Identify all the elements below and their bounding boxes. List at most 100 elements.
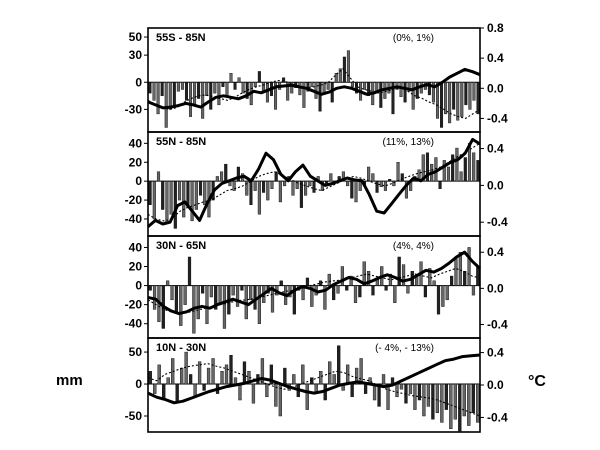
precip-bar xyxy=(379,180,383,188)
precip-bar xyxy=(170,285,174,301)
precip-bar xyxy=(358,180,362,191)
precip-bar xyxy=(219,171,224,182)
precip-bar xyxy=(206,367,211,385)
precip-bar xyxy=(431,82,435,103)
precip-bar xyxy=(283,367,287,385)
precip-bar xyxy=(156,171,161,182)
precip-bar xyxy=(184,351,188,385)
precip-smoothed-line xyxy=(147,267,481,315)
precip-bar xyxy=(403,82,407,103)
precip-bar xyxy=(338,68,342,83)
precip-bar xyxy=(379,82,383,108)
precip-bar xyxy=(454,258,458,286)
precip-bar xyxy=(386,383,390,410)
precip-bar xyxy=(197,82,201,99)
precip-bar xyxy=(148,82,152,94)
precip-bar xyxy=(177,180,182,201)
precip-bar xyxy=(336,285,340,294)
precip-bar xyxy=(305,277,310,286)
precip-bar xyxy=(169,180,173,215)
precip-bar xyxy=(148,285,152,291)
right-tick-label: -0.4 xyxy=(487,111,508,125)
precip-bar xyxy=(189,82,193,117)
panel-stats: (0%, 1%) xyxy=(393,33,434,44)
precip-bar xyxy=(354,367,359,385)
precip-bar xyxy=(295,180,299,189)
precip-bar xyxy=(187,256,192,286)
left-tick-label: 30 xyxy=(129,48,143,62)
precip-bar xyxy=(463,271,467,286)
precip-bar xyxy=(148,180,152,205)
precip-bar xyxy=(448,82,452,124)
precip-bar xyxy=(371,173,375,182)
right-tick-label: 0.4 xyxy=(487,346,504,360)
precip-bar xyxy=(350,82,354,87)
precip-bar xyxy=(215,176,219,182)
precip-bar xyxy=(188,374,193,385)
precip-bar xyxy=(388,179,392,182)
precip-bar xyxy=(413,383,417,410)
precip-bar xyxy=(458,252,462,286)
precip-bar xyxy=(440,82,444,128)
precip-bar xyxy=(400,173,404,182)
precip-bar xyxy=(367,166,371,182)
precip-bar xyxy=(245,82,249,99)
left-tick-label: 50 xyxy=(129,345,143,359)
left-tick-label: 0 xyxy=(135,377,142,391)
precip-bar xyxy=(346,50,350,83)
precip-bar xyxy=(232,180,236,191)
left-tick-label: -40 xyxy=(125,317,143,331)
precip-bar xyxy=(282,77,286,83)
left-tick-label: -20 xyxy=(125,193,143,207)
precip-bar xyxy=(306,82,310,92)
precip-bar xyxy=(270,285,275,313)
precip-bar xyxy=(292,285,296,315)
panel-2: 40 20 0 -20 -40 0.4 0.0 -0.4 55N - 85N (11%, 13%) xyxy=(125,131,508,237)
right-tick-label: 0.4 xyxy=(487,142,504,156)
precip-bar xyxy=(354,180,358,203)
precip-bar xyxy=(471,285,476,296)
precip-bar xyxy=(224,364,229,385)
precip-bar xyxy=(371,285,375,296)
precip-bar xyxy=(214,285,218,310)
precip-bar xyxy=(312,180,316,193)
precip-bar xyxy=(406,285,410,294)
precip-bar xyxy=(266,180,270,201)
precip-bar xyxy=(193,82,197,106)
precip-bar xyxy=(180,82,184,90)
precip-bar xyxy=(326,82,330,90)
precip-bar xyxy=(231,285,235,296)
precip-bar xyxy=(341,171,345,182)
precip-bar xyxy=(363,383,368,394)
precip-bar xyxy=(233,82,237,90)
precip-bar xyxy=(160,82,164,97)
precip-bar xyxy=(152,180,156,220)
precip-bar xyxy=(353,285,358,303)
precip-bar xyxy=(460,82,464,117)
precip-bar xyxy=(393,285,397,303)
precip-bar xyxy=(453,383,457,420)
precip-bar xyxy=(269,364,274,385)
panels-group: 50 30 0 -30 0.8 0.4 0.0 -0.4 55S - 85N (0%, 1%) 40… xyxy=(125,21,508,433)
precip-bar xyxy=(346,180,350,187)
precip-bar xyxy=(257,285,261,324)
precip-bar xyxy=(172,82,176,106)
precip-bar xyxy=(459,171,463,182)
precip-bar xyxy=(327,273,331,286)
precip-smoothed-line xyxy=(147,142,481,222)
left-tick-label: 40 xyxy=(129,240,143,254)
precip-bar xyxy=(225,82,229,97)
precip-bar xyxy=(224,163,228,182)
precip-bar xyxy=(201,285,205,294)
precip-bar xyxy=(274,383,278,407)
panel-stats: (11%, 13%) xyxy=(382,137,434,148)
precip-bar xyxy=(427,82,431,96)
precip-bar xyxy=(462,383,466,417)
precip-bar xyxy=(165,180,169,224)
precip-bar xyxy=(349,275,353,286)
precip-bar xyxy=(194,180,198,210)
precip-bar xyxy=(332,374,336,385)
precip-bar xyxy=(432,280,436,286)
precip-bar xyxy=(164,82,168,128)
temperature-smoothed-line xyxy=(147,67,481,110)
